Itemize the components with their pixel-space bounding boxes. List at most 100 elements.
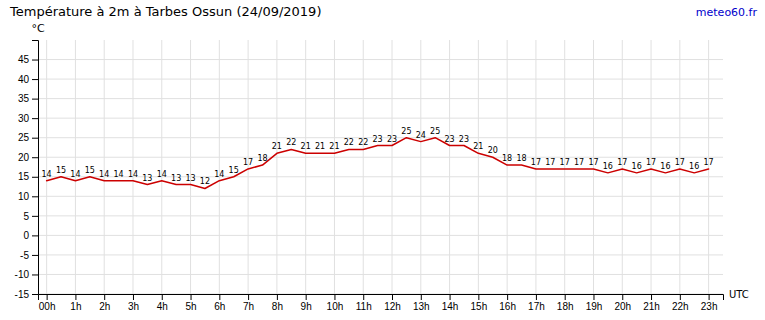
x-tick-label: 4h	[157, 301, 168, 312]
y-tick-mark	[32, 118, 38, 119]
x-tick-mark	[219, 294, 220, 300]
y-tick-label: -15	[15, 289, 30, 300]
grid-line-x	[219, 40, 220, 294]
data-label: 23	[387, 135, 397, 144]
data-label: 17	[675, 158, 685, 167]
grid-line-x	[161, 40, 162, 294]
data-label: 18	[257, 154, 267, 163]
y-tick-label: -5	[20, 250, 29, 261]
y-axis: -15-10-5051015202530354045	[15, 41, 39, 300]
grid-line-x	[132, 40, 133, 294]
x-tick-label: 7h	[243, 301, 254, 312]
grid-line-x	[708, 40, 709, 294]
y-tick-label: 20	[18, 152, 30, 163]
data-label: 17	[574, 158, 584, 167]
line	[47, 138, 709, 189]
x-tick-mark	[75, 294, 76, 300]
x-tick: 23h	[701, 294, 718, 312]
data-label: 25	[401, 127, 411, 136]
y-tick-label: 45	[18, 54, 30, 65]
x-tick-label: 20h	[614, 301, 631, 312]
y-tick: 35	[18, 93, 38, 104]
grid-line-x	[363, 40, 364, 294]
grid-line-x	[622, 40, 623, 294]
data-label: 15	[85, 166, 95, 175]
data-label: 17	[704, 158, 714, 167]
data-label: 14	[70, 170, 80, 179]
x-tick: 4h	[157, 294, 168, 312]
y-tick-mark	[32, 177, 38, 178]
y-tick: -5	[20, 250, 38, 261]
grid-line-x	[651, 40, 652, 294]
x-tick-mark	[392, 294, 393, 300]
grid-line-y	[38, 254, 723, 255]
data-label: 21	[329, 142, 339, 151]
x-tick-label: 18h	[557, 301, 574, 312]
data-label: 12	[200, 177, 210, 186]
data-label: 15	[56, 166, 66, 175]
x-tick: 14h	[442, 294, 459, 312]
x-tick-label: 19h	[586, 301, 603, 312]
x-tick-label: 10h	[327, 301, 344, 312]
x-tick: 10h	[327, 294, 344, 312]
grid-line-x	[276, 40, 277, 294]
data-labels: 1415141514141413141313121415171821222121…	[42, 127, 714, 187]
data-label: 20	[488, 146, 498, 155]
data-label: 15	[229, 166, 239, 175]
y-tick-mark	[32, 216, 38, 217]
y-tick-label: 25	[18, 132, 30, 143]
grid-line-x	[420, 40, 421, 294]
x-axis-title: UTC	[729, 289, 749, 300]
y-tick-label: 5	[23, 211, 29, 222]
y-tick: 45	[18, 54, 38, 65]
x-tick-mark	[133, 294, 134, 300]
x-tick-mark	[709, 294, 710, 300]
y-tick-mark	[32, 196, 38, 197]
grid-line-y	[38, 196, 723, 197]
y-tick-label: 40	[18, 74, 30, 85]
data-label: 17	[646, 158, 656, 167]
x-tick: 1h	[70, 294, 81, 312]
x-tick-label: 00h	[39, 301, 56, 312]
grid-line-y	[38, 118, 723, 119]
data-label: 22	[344, 138, 354, 147]
y-tick-mark	[32, 255, 38, 256]
data-label: 16	[603, 162, 613, 171]
grid-line-x	[679, 40, 680, 294]
x-tick: 3h	[128, 294, 139, 312]
x-tick-label: 3h	[128, 301, 139, 312]
data-label: 23	[444, 135, 454, 144]
y-tick: 30	[18, 113, 38, 124]
grid-line-x	[248, 40, 249, 294]
x-tick-mark	[622, 294, 623, 300]
x-tick-mark	[651, 294, 652, 300]
grid-line-x	[593, 40, 594, 294]
y-tick: 20	[18, 152, 38, 163]
x-tick-mark	[306, 294, 307, 300]
grid-line-x	[75, 40, 76, 294]
x-tick-label: 12h	[384, 301, 401, 312]
grid-line-x	[305, 40, 306, 294]
x-tick-mark	[565, 294, 566, 300]
x-tick: 17h	[528, 294, 545, 312]
grid-line-x	[334, 40, 335, 294]
x-tick-mark	[680, 294, 681, 300]
y-tick-label: 35	[18, 93, 30, 104]
title: Température à 2m à Tarbes Ossun (24/09/2…	[9, 4, 321, 19]
data-label: 23	[373, 135, 383, 144]
x-tick-label: 1h	[70, 301, 81, 312]
data-label: 21	[315, 142, 325, 151]
y-tick: -10	[15, 269, 38, 280]
x-tick: 21h	[643, 294, 660, 312]
data-label: 14	[128, 170, 138, 179]
data-label: 22	[358, 138, 368, 147]
grid-line-y	[38, 176, 723, 177]
x-tick-mark	[162, 294, 163, 300]
marks	[47, 138, 709, 189]
y-tick-mark	[32, 99, 38, 100]
grid-line-y	[38, 79, 723, 80]
grid-line-x	[46, 40, 47, 294]
data-label: 14	[157, 170, 167, 179]
plot: 00h1h2h3h4h5h6h7h8h9h10h11h12h13h14h15h1…	[15, 40, 724, 312]
x-tick: 8h	[272, 294, 283, 312]
